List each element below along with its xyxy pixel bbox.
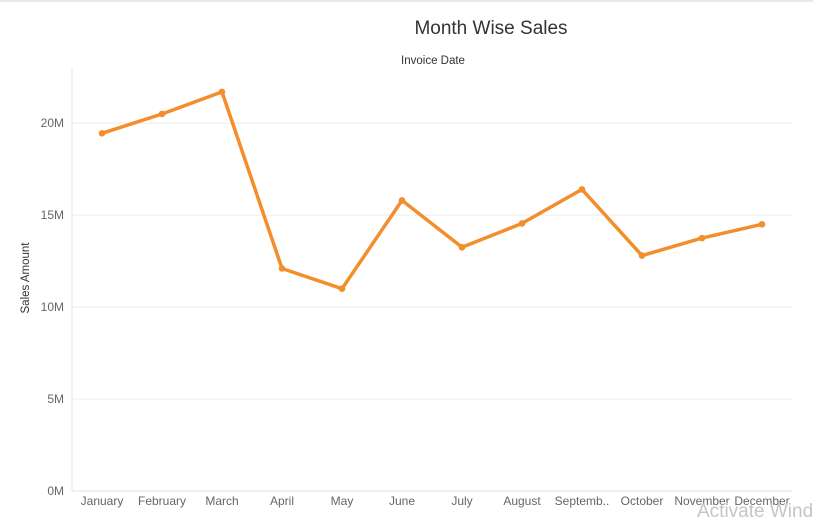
x-tick-label: June [389, 494, 415, 508]
data-point [278, 265, 286, 272]
x-tick-label: January [81, 494, 124, 508]
data-point [398, 197, 406, 204]
x-tick-label: December [734, 494, 789, 508]
y-tick-label: 20M [41, 116, 64, 130]
data-points [98, 88, 766, 292]
y-tick-label: 15M [41, 208, 64, 222]
gridlines [72, 122, 792, 400]
y-axis-title: Sales Amount [20, 242, 32, 314]
data-point [518, 220, 526, 227]
data-point [98, 129, 106, 137]
top-border [0, 0, 813, 2]
data-point [758, 221, 766, 228]
x-tick-label: October [621, 494, 664, 508]
x-tick-label: March [205, 494, 238, 508]
sales-line [100, 90, 764, 291]
x-tick-label: April [270, 494, 294, 508]
x-tick-label: July [451, 494, 472, 508]
x-tick-label: August [503, 494, 541, 508]
x-tick-label: Septemb.. [555, 494, 610, 508]
y-tick-label: 0M [47, 484, 64, 498]
data-point [578, 186, 586, 193]
x-tick-label: February [138, 494, 186, 508]
chart-title: Month Wise Sales [414, 18, 567, 39]
data-point [638, 252, 646, 259]
x-tick-labels: January February March April May June July Augu… [81, 494, 790, 508]
data-point [458, 244, 466, 251]
y-tick-labels: 0M 5M 10M 15M 20M [41, 116, 64, 498]
column-header: Invoice Date [401, 55, 465, 67]
data-point [698, 234, 706, 242]
data-point [218, 88, 226, 96]
activate-windows-watermark: Activate Wind [697, 501, 813, 518]
data-point [158, 110, 166, 118]
y-tick-label: 10M [41, 300, 64, 314]
y-tick-label: 5M [47, 392, 64, 406]
data-point [338, 285, 346, 292]
x-tick-label: May [331, 494, 354, 508]
x-tick-label: November [674, 494, 729, 508]
